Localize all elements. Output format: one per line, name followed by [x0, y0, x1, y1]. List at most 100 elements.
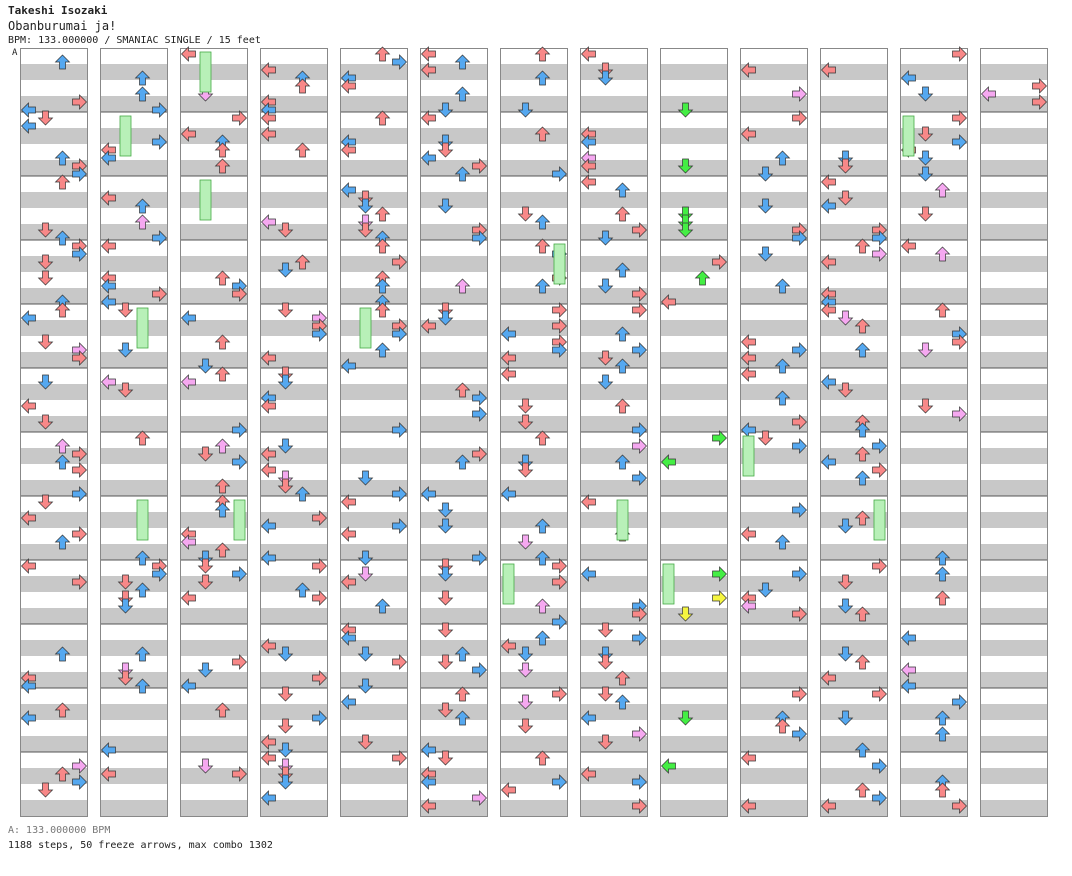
column-frame: [580, 48, 648, 817]
beat-band: [580, 640, 648, 656]
beat-band: [260, 640, 328, 656]
step-arrow-down: [597, 646, 614, 662]
beat-band: [820, 544, 888, 560]
beat-band: [900, 704, 968, 720]
beat-band: [980, 320, 1048, 336]
bpm-legend: A: 133.000000 BPM: [8, 825, 111, 836]
step-arrow-down: [517, 534, 534, 550]
beat-band: [20, 160, 88, 176]
beat-band: [20, 256, 88, 272]
step-arrow-down: [117, 574, 134, 590]
step-arrow-down: [597, 278, 614, 294]
beat-band: [20, 224, 88, 240]
beat-band: [980, 256, 1048, 272]
step-arrow-left: [901, 70, 916, 86]
step-arrow-down: [597, 350, 614, 366]
step-arrow-left: [981, 86, 996, 102]
step-arrow-down: [357, 214, 374, 230]
step-arrow-left: [501, 638, 516, 654]
beat-band: [740, 128, 808, 144]
beat-band: [340, 128, 408, 144]
step-arrow-left: [261, 462, 276, 478]
step-arrow-up: [214, 270, 231, 286]
step-arrow-left: [501, 782, 516, 798]
beat-band: [740, 576, 808, 592]
beat-band: [420, 416, 488, 432]
beat-band: [500, 416, 568, 432]
beat-band: [900, 672, 968, 688]
step-arrow-up: [294, 254, 311, 270]
step-arrow-down: [757, 246, 774, 262]
step-arrow-down: [357, 734, 374, 750]
step-arrow-up: [614, 326, 631, 342]
step-arrow-right: [152, 102, 167, 118]
beat-band: [660, 416, 728, 432]
beat-band: [660, 576, 728, 592]
step-arrow-right: [792, 342, 807, 358]
beat-band: [260, 320, 328, 336]
step-arrow-down: [197, 358, 214, 374]
beat-band: [340, 96, 408, 112]
step-arrow-up: [374, 206, 391, 222]
beat-band: [340, 704, 408, 720]
beat-band: [20, 192, 88, 208]
step-arrow-left: [181, 534, 196, 550]
beat-band: [180, 704, 248, 720]
beat-band: [980, 800, 1048, 816]
step-arrow-up: [54, 702, 71, 718]
beat-band: [900, 608, 968, 624]
beat-band: [740, 544, 808, 560]
step-arrow-up: [534, 126, 551, 142]
step-arrow-left: [421, 798, 436, 814]
step-arrow-down: [597, 654, 614, 670]
step-arrow-down: [437, 590, 454, 606]
step-arrow-down: [37, 414, 54, 430]
chart-meta: BPM: 133.000000 / SMANIAC SINGLE / 15 fe…: [8, 35, 261, 46]
step-arrow-right: [552, 558, 567, 574]
step-arrow-down: [917, 126, 934, 142]
step-arrow-left: [261, 62, 276, 78]
step-arrow-left: [901, 662, 916, 678]
beat-band: [900, 256, 968, 272]
step-arrow-right: [392, 750, 407, 766]
beat-band: [900, 128, 968, 144]
beat-band: [500, 704, 568, 720]
step-arrow-down: [517, 646, 534, 662]
step-arrow-right: [552, 574, 567, 590]
beat-band: [100, 576, 168, 592]
step-arrow-down: [437, 502, 454, 518]
step-arrow-down: [597, 62, 614, 78]
beat-band: [580, 192, 648, 208]
beat-band: [420, 384, 488, 400]
beat-band: [740, 608, 808, 624]
step-arrow-down: [117, 590, 134, 606]
beat-band: [580, 96, 648, 112]
beat-band: [660, 160, 728, 176]
beat-band: [100, 448, 168, 464]
beat-band: [980, 768, 1048, 784]
step-arrow-up: [454, 382, 471, 398]
beat-band: [580, 128, 648, 144]
beat-band: [20, 736, 88, 752]
step-arrow-down: [677, 222, 694, 238]
step-arrow-up: [134, 430, 151, 446]
beat-band: [100, 192, 168, 208]
beat-band: [980, 640, 1048, 656]
step-arrow-up: [374, 278, 391, 294]
beat-band: [900, 224, 968, 240]
beat-band: [420, 288, 488, 304]
beat-band: [500, 544, 568, 560]
step-arrow-left: [341, 630, 356, 646]
step-arrow-right: [632, 726, 647, 742]
beat-band: [100, 544, 168, 560]
step-arrow-up: [934, 726, 951, 742]
beat-band: [260, 544, 328, 560]
step-arrow-down: [837, 710, 854, 726]
beat-band: [820, 192, 888, 208]
beat-band: [580, 64, 648, 80]
beat-band: [340, 576, 408, 592]
step-arrow-left: [261, 750, 276, 766]
step-arrow-down: [437, 622, 454, 638]
beat-band: [340, 640, 408, 656]
step-arrow-up: [534, 278, 551, 294]
